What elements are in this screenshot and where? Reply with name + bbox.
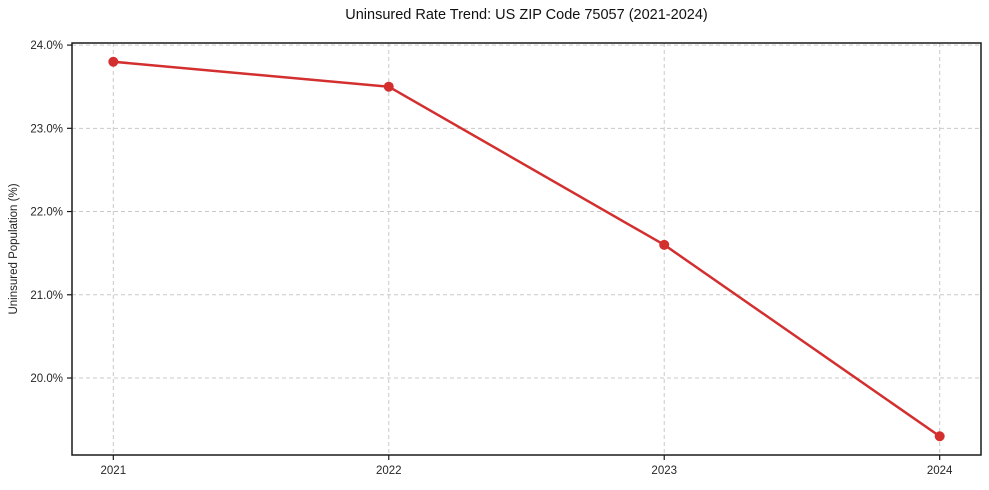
y-axis-label: Uninsured Population (%) xyxy=(8,183,20,315)
data-point-marker xyxy=(659,239,670,250)
data-point-marker xyxy=(934,431,945,442)
y-tick-label: 20.0% xyxy=(30,373,63,385)
x-tick-label: 2024 xyxy=(927,465,953,477)
x-tick-label: 2022 xyxy=(376,465,402,477)
chart-title: Uninsured Rate Trend: US ZIP Code 75057 … xyxy=(345,7,708,23)
x-tick-label: 2021 xyxy=(101,465,127,477)
y-tick-label: 22.0% xyxy=(30,207,63,219)
y-tick-label: 21.0% xyxy=(30,290,63,302)
data-point-marker xyxy=(108,56,119,67)
y-tick-label: 23.0% xyxy=(30,123,63,135)
x-tick-label: 2023 xyxy=(651,465,677,477)
plot-border xyxy=(71,42,982,456)
y-tick-label: 24.0% xyxy=(30,40,63,52)
trend-line xyxy=(112,60,941,438)
data-point-marker xyxy=(383,81,394,92)
